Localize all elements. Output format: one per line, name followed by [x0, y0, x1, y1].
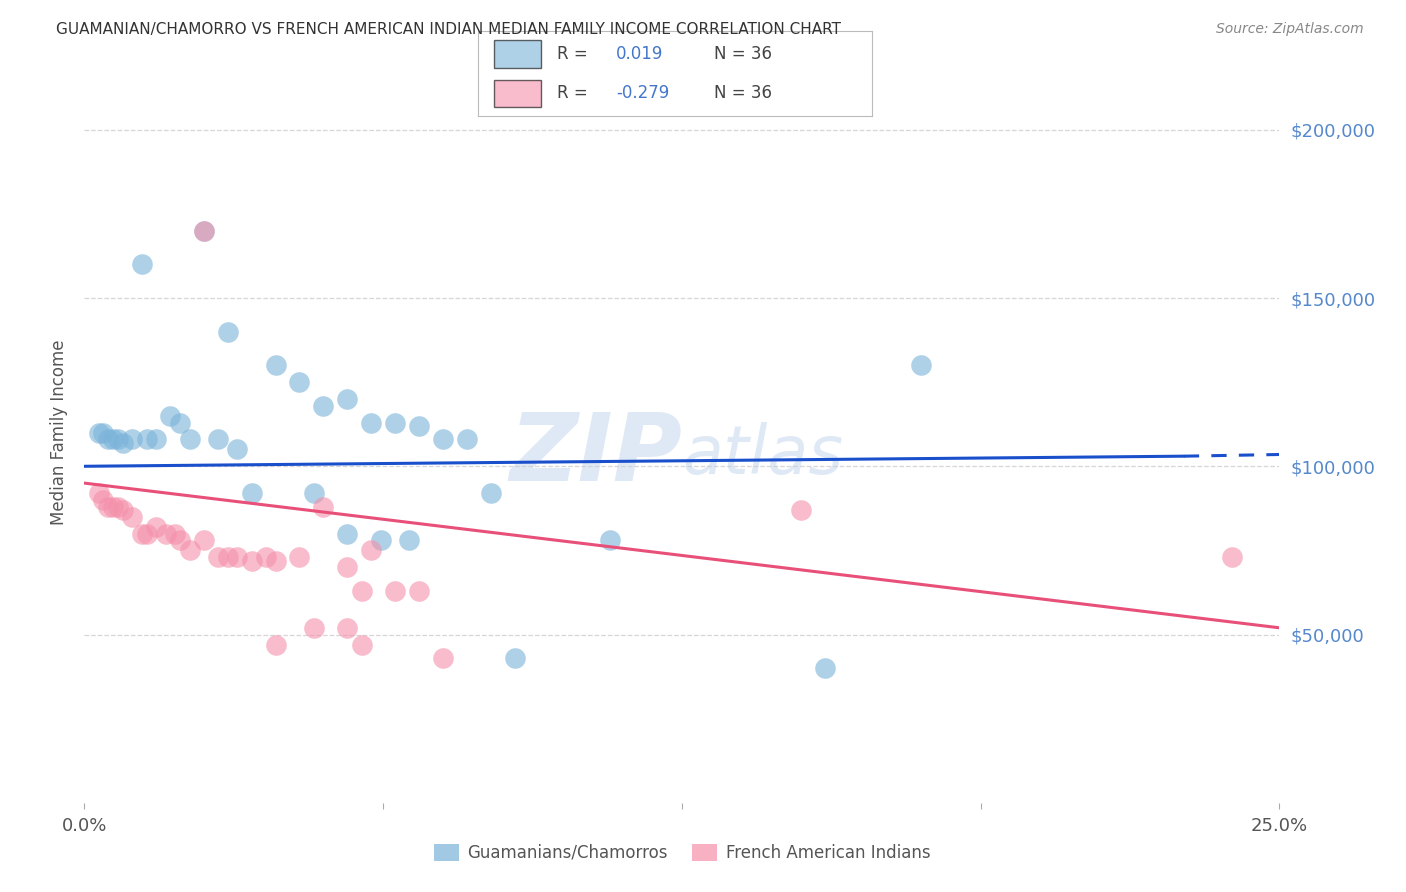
- Point: [107, 433, 129, 447]
- Point: [217, 325, 239, 339]
- Point: [207, 433, 229, 447]
- Point: [302, 621, 325, 635]
- Point: [384, 416, 406, 430]
- Point: [101, 500, 124, 514]
- Point: [111, 503, 134, 517]
- Point: [193, 224, 215, 238]
- Point: [131, 257, 153, 271]
- Text: Source: ZipAtlas.com: Source: ZipAtlas.com: [1216, 22, 1364, 37]
- Point: [336, 560, 359, 574]
- Point: [179, 543, 201, 558]
- Point: [217, 550, 239, 565]
- Point: [254, 550, 277, 565]
- Point: [479, 486, 502, 500]
- Point: [264, 359, 287, 373]
- Point: [240, 553, 263, 567]
- Text: -0.279: -0.279: [616, 84, 669, 102]
- Point: [87, 486, 110, 500]
- Point: [408, 583, 430, 598]
- Point: [107, 500, 129, 514]
- Text: N = 36: N = 36: [714, 84, 772, 102]
- Point: [207, 550, 229, 565]
- Point: [131, 526, 153, 541]
- Point: [288, 550, 311, 565]
- Point: [135, 433, 157, 447]
- FancyBboxPatch shape: [494, 40, 541, 68]
- Text: R =: R =: [557, 84, 593, 102]
- Point: [93, 492, 115, 507]
- Text: atlas: atlas: [682, 422, 844, 488]
- Text: N = 36: N = 36: [714, 45, 772, 63]
- Point: [336, 621, 359, 635]
- Point: [145, 520, 167, 534]
- Text: ZIP: ZIP: [509, 409, 682, 500]
- Point: [456, 433, 478, 447]
- Point: [288, 375, 311, 389]
- Point: [814, 661, 837, 675]
- Point: [350, 638, 373, 652]
- Point: [264, 553, 287, 567]
- Legend: Guamanians/Chamorros, French American Indians: Guamanians/Chamorros, French American In…: [427, 837, 936, 869]
- Point: [159, 409, 181, 423]
- Text: R =: R =: [557, 45, 593, 63]
- Point: [101, 433, 124, 447]
- Point: [408, 418, 430, 433]
- Point: [121, 433, 143, 447]
- Point: [226, 550, 249, 565]
- Point: [264, 638, 287, 652]
- Point: [360, 543, 382, 558]
- Point: [193, 224, 215, 238]
- Point: [432, 433, 454, 447]
- Text: GUAMANIAN/CHAMORRO VS FRENCH AMERICAN INDIAN MEDIAN FAMILY INCOME CORRELATION CH: GUAMANIAN/CHAMORRO VS FRENCH AMERICAN IN…: [56, 22, 841, 37]
- Point: [165, 526, 187, 541]
- FancyBboxPatch shape: [494, 79, 541, 108]
- Point: [97, 433, 120, 447]
- Point: [910, 359, 932, 373]
- Point: [398, 533, 420, 548]
- Point: [350, 583, 373, 598]
- Point: [312, 500, 335, 514]
- Y-axis label: Median Family Income: Median Family Income: [51, 340, 69, 525]
- Point: [790, 503, 813, 517]
- Point: [145, 433, 167, 447]
- Point: [240, 486, 263, 500]
- Text: 0.019: 0.019: [616, 45, 664, 63]
- Point: [599, 533, 621, 548]
- Point: [360, 416, 382, 430]
- Point: [336, 392, 359, 406]
- Point: [312, 399, 335, 413]
- Point: [503, 651, 526, 665]
- Point: [121, 509, 143, 524]
- Point: [111, 435, 134, 450]
- Point: [432, 651, 454, 665]
- Point: [155, 526, 177, 541]
- Point: [384, 583, 406, 598]
- Point: [370, 533, 392, 548]
- Point: [336, 526, 359, 541]
- Point: [87, 425, 110, 440]
- Point: [93, 425, 115, 440]
- Point: [179, 433, 201, 447]
- Point: [169, 416, 191, 430]
- Point: [193, 533, 215, 548]
- Point: [226, 442, 249, 457]
- Point: [302, 486, 325, 500]
- Point: [1220, 550, 1243, 565]
- Point: [97, 500, 120, 514]
- Point: [135, 526, 157, 541]
- Point: [169, 533, 191, 548]
